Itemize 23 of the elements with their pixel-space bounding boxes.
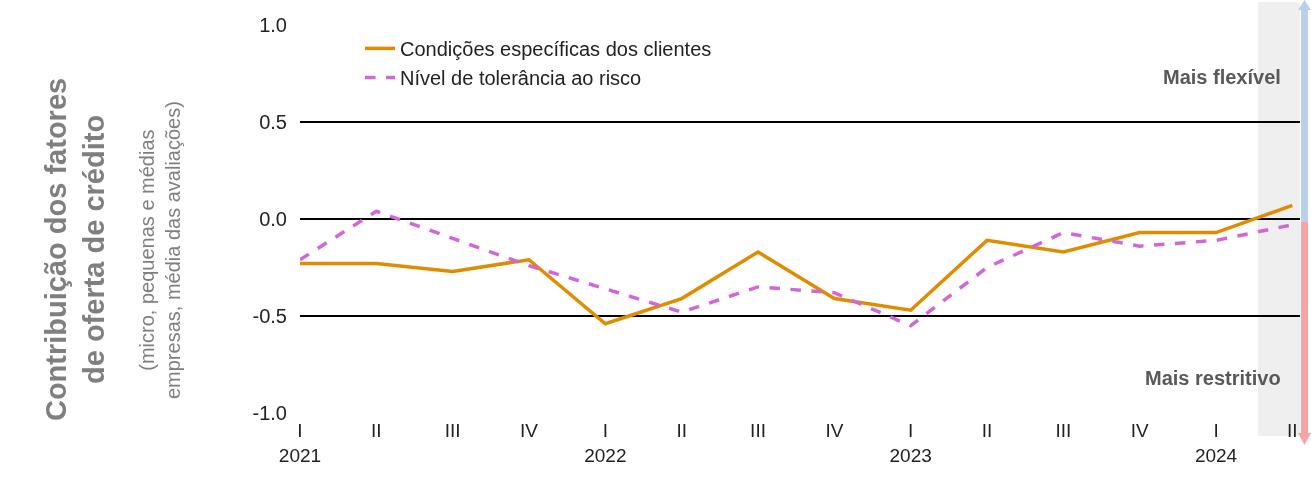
x-tick-label: I 2024: [1194, 419, 1238, 466]
y-tick-label: -0.5: [252, 305, 287, 327]
y-tick-label: 0.5: [259, 111, 287, 133]
x-tick-label: III: [444, 419, 461, 441]
x-tick-label: III: [1055, 419, 1072, 441]
annotation: Mais restritivo: [1145, 367, 1281, 389]
annotation: Mais flexível: [1163, 66, 1281, 88]
x-tick-label: II: [676, 419, 687, 441]
x-tick-label: II: [371, 419, 382, 441]
x-tick-label: IV: [825, 419, 844, 441]
x-tick-label: III: [750, 419, 766, 441]
legend-label: Nível de tolerância ao risco: [400, 67, 642, 90]
y-tick-label: 1.0: [259, 14, 287, 36]
y-tick-label: 0.0: [259, 208, 287, 230]
y-axis-title: Contribuição dos fatores de oferta de crédito: [39, 77, 110, 422]
x-tick-label: IV: [520, 419, 539, 441]
text: (micro, pequenas e médias empresas, média das avaliações): [135, 101, 184, 400]
x-tick-label: I 2023: [889, 419, 932, 466]
x-tick-label: II: [981, 419, 993, 441]
x-tick-label: IV: [1130, 419, 1149, 441]
legend-label: Condições específicas dos clientes: [400, 38, 712, 61]
x-tick-label: I 2022: [584, 419, 627, 466]
x-tick-label: II: [1287, 419, 1298, 441]
